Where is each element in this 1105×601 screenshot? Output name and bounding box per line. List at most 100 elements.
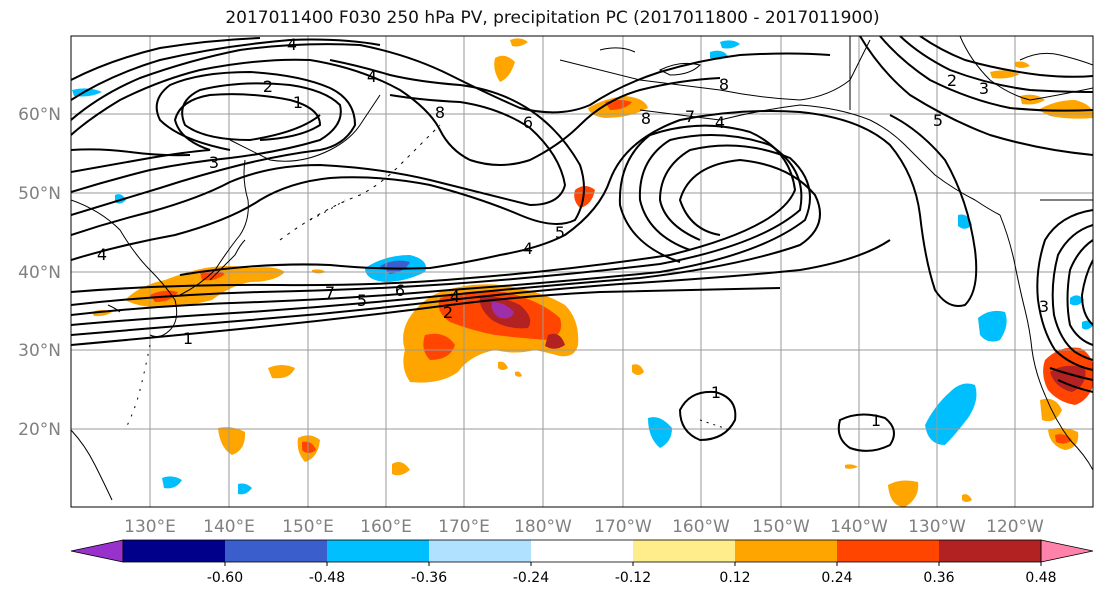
- colorbar: [70, 539, 1094, 563]
- pv-contour-label: 5: [555, 223, 565, 242]
- lon-tick-label: 140°E: [203, 517, 255, 537]
- pv-contour-label: 5: [357, 291, 367, 310]
- pv-contour-18: [859, 36, 1093, 156]
- pv-contour-label: 8: [435, 103, 445, 122]
- pv-contour-12: [71, 93, 322, 173]
- coastlines: [71, 36, 1093, 501]
- lat-tick-label: 40°N: [18, 263, 61, 283]
- pv-contour-23: [1051, 224, 1093, 361]
- lat-tick-label: 50°N: [18, 184, 61, 204]
- coastline-asia: [71, 199, 178, 338]
- lon-tick-label: 120°W: [986, 517, 1044, 537]
- pv-contour-label: 4: [450, 287, 460, 306]
- pv-contour-8: [71, 59, 585, 261]
- pv-contour-16: [71, 38, 381, 101]
- pv-contour-label: 4: [523, 239, 533, 258]
- pv-contour-17: [71, 37, 261, 81]
- lon-tick-label: 150°E: [282, 517, 334, 537]
- pv-contour-25: [1080, 259, 1093, 326]
- lon-tick-label: 170°W: [594, 517, 652, 537]
- pv-contour-22: [1036, 209, 1093, 371]
- pv-contour-5: [71, 134, 803, 306]
- pv-contour-label: 4: [715, 113, 725, 132]
- pv-contour-label: 1: [711, 383, 721, 402]
- pv-contour-6: [71, 124, 797, 293]
- pv-contour-27: [1057, 379, 1093, 393]
- colorbar-tick-label: -0.48: [309, 570, 345, 586]
- pv-contour-label: 1: [183, 329, 193, 348]
- pv-contour-20N: [837, 413, 895, 452]
- longitude-tick-labels: 130°E 140°E 150°E 160°E 170°E 180°W 170°W 160°W…: [124, 517, 1044, 537]
- pv-contour-label: 1: [871, 411, 881, 430]
- pv-contour-label: 5: [933, 111, 943, 130]
- colorbar-segment: [123, 540, 226, 562]
- pv-contour-label: 8: [719, 75, 729, 94]
- pv-contour-label: 1: [293, 93, 303, 112]
- colorbar-segment: [429, 540, 532, 562]
- pv-contour-1: [71, 287, 781, 346]
- coastline-north-america: [999, 214, 1093, 471]
- pv-contour-label: 4: [97, 245, 107, 264]
- colorbar-tick-label: -0.36: [411, 570, 447, 586]
- pv-contour-label: 7: [325, 283, 335, 302]
- lon-tick-label: 130°W: [908, 517, 966, 537]
- colorbar-segment: [837, 540, 940, 562]
- colorbar-arrow-right: [1040, 539, 1094, 563]
- coastline-aleutians: [639, 104, 1001, 216]
- pv-contour-label: 3: [979, 79, 989, 98]
- pv-contour-2: [71, 239, 891, 336]
- latitude-tick-labels: 60°N 50°N 40°N 30°N 20°N: [18, 105, 61, 440]
- colorbar-frame: [122, 539, 1042, 563]
- pv-contour-label: 8: [641, 109, 651, 128]
- precip-area-dateline-south: [423, 333, 455, 360]
- colorbar-tick-label: 0.48: [1025, 570, 1056, 586]
- lon-tick-label: 170°E: [438, 517, 490, 537]
- colorbar-tick-label: -0.60: [207, 570, 243, 586]
- colorbar-tick-label: -0.24: [513, 570, 549, 586]
- lon-tick-label: 180°W: [514, 517, 572, 537]
- precip-area-dateline-peak: [491, 302, 514, 319]
- pv-contour-19: [879, 36, 1093, 112]
- pv-contour-hawaii: [678, 390, 737, 442]
- pv-contour-label: 3: [1039, 297, 1049, 316]
- colorbar-tick-labels: -0.60 -0.48 -0.36 -0.24 -0.12 0.12 0.24 0.36 0.4…: [207, 562, 1057, 586]
- colorbar-segment: [633, 540, 736, 562]
- lon-tick-label: 160°E: [360, 517, 412, 537]
- pv-contour-13: [71, 148, 191, 157]
- pv-contour-9: [71, 94, 567, 236]
- pv-contours: [71, 36, 1093, 452]
- lon-tick-label: 160°W: [672, 517, 730, 537]
- pv-contour-label: 2: [443, 303, 453, 322]
- pv-contour-20: [899, 36, 1093, 93]
- precip-deficit-140W: [925, 383, 977, 445]
- lat-tick-label: 60°N: [18, 105, 61, 125]
- precip-shading: [72, 38, 1093, 507]
- colorbar-segment: [735, 540, 838, 562]
- pv-contour-4: [71, 144, 811, 316]
- colorbar-tick-label: 0.24: [821, 570, 852, 586]
- plot-frame: [70, 35, 1094, 508]
- colorbar-segment: [939, 540, 1042, 562]
- colorbar-arrow-left: [70, 539, 124, 563]
- colorbar-segment: [531, 540, 634, 562]
- figure-title: 2017011400 F030 250 hPa PV, precipitatio…: [225, 8, 880, 28]
- pv-contour-7: [179, 110, 978, 307]
- pv-contour-label: 2: [947, 71, 957, 90]
- colorbar-segment: [327, 540, 430, 562]
- lon-tick-label: 140°W: [830, 517, 888, 537]
- colorbar-segment: [225, 540, 328, 562]
- pv-contour-label: 6: [395, 281, 405, 300]
- pv-contour-label: 2: [263, 77, 273, 96]
- colorbar-tick-label: 0.12: [719, 570, 750, 586]
- lat-tick-label: 20°N: [18, 420, 61, 440]
- pv-contour-11: [71, 82, 342, 193]
- pv-contour-label: 4: [367, 67, 377, 86]
- pv-contour-label: 6: [523, 113, 533, 132]
- lon-tick-label: 130°E: [124, 517, 176, 537]
- colorbar-tick-label: 0.36: [923, 570, 954, 586]
- pv-contour-14: [71, 58, 721, 166]
- coastline-japan: [179, 159, 249, 296]
- pv-contour-label: 4: [287, 35, 297, 54]
